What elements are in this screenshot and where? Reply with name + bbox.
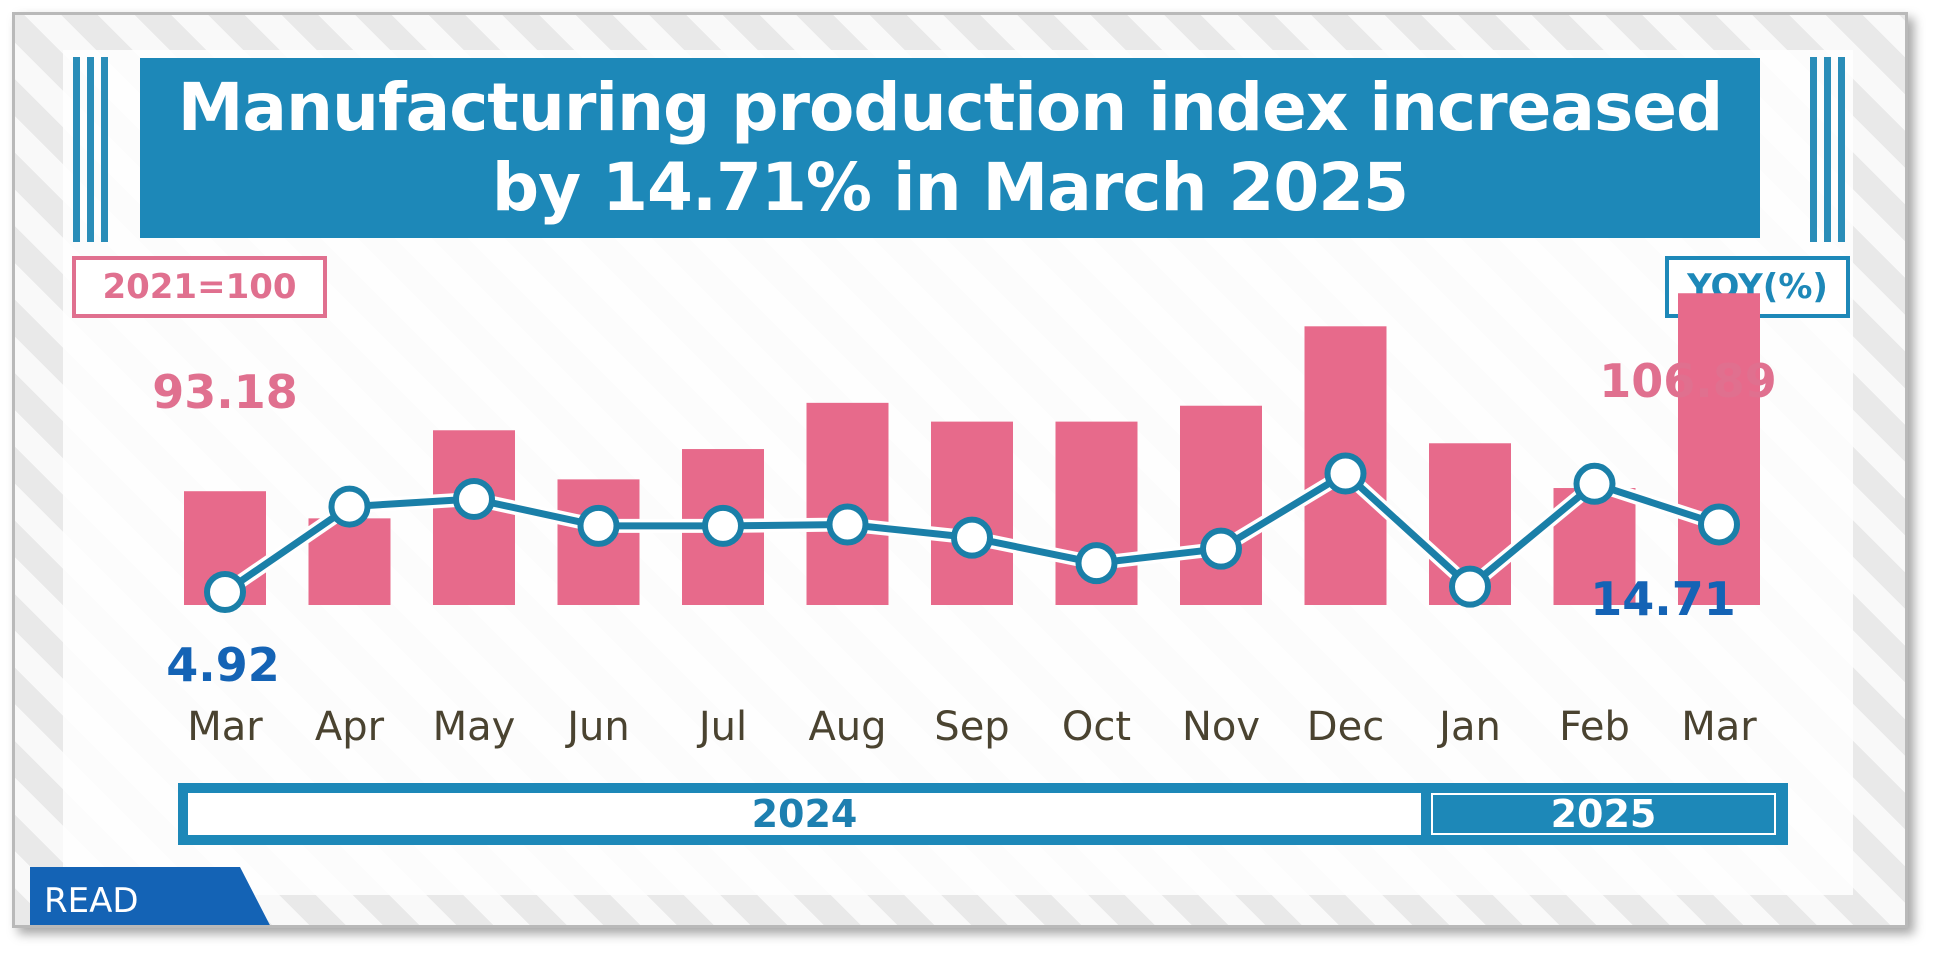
right-stripes: [1810, 57, 1850, 242]
month-label-6: Sep: [934, 704, 1009, 750]
yoy-point-10: [1449, 565, 1491, 608]
yoy-point-0: [204, 571, 246, 613]
title-band: Manufacturing production index increased…: [140, 58, 1760, 238]
yoy-point-11: [1573, 462, 1616, 505]
month-label-4: Jul: [696, 704, 747, 750]
yoy-point-6: [951, 516, 993, 559]
month-label-5: Aug: [808, 704, 886, 750]
month-label-10: Jan: [1436, 704, 1501, 750]
year-label-2024: 2024: [188, 792, 1421, 836]
yoy-point-5: [826, 503, 869, 546]
month-label-0: Mar: [187, 704, 263, 750]
chart-plot: Mar Apr May Jun Jul Aug Sep Oct Nov Dec Jan Feb Mar 9…: [152, 293, 1777, 750]
yoy-point-8: [1200, 527, 1242, 570]
yoy-point-12: [1698, 503, 1740, 546]
year-bar: 2024 2025: [178, 783, 1788, 845]
yoy-point-1: [328, 485, 371, 528]
month-label-1: Apr: [315, 704, 385, 750]
infographic-card: Manufacturing production index increased…: [12, 12, 1908, 928]
month-label-11: Feb: [1559, 704, 1630, 750]
index-base-label: 2021=100: [72, 256, 327, 318]
yoy-point-4: [702, 504, 744, 547]
month-label-3: Jun: [564, 704, 630, 750]
bar-data-label-first: 93.18: [152, 365, 298, 419]
yoy-point-2: [453, 477, 495, 520]
bar-8: [1180, 405, 1262, 605]
bar-data-label-last: 106.89: [1599, 354, 1777, 408]
bar-12: [1678, 293, 1760, 605]
month-label-7: Oct: [1062, 704, 1131, 750]
month-label-2: May: [433, 704, 516, 750]
month-label-9: Dec: [1307, 704, 1384, 750]
month-label-12: Mar: [1681, 704, 1757, 750]
yoy-data-label-first: 4.92: [166, 638, 280, 692]
left-stripes: [73, 57, 113, 242]
month-label-8: Nov: [1182, 704, 1260, 750]
yoy-point-9: [1324, 452, 1367, 495]
chart-title: Manufacturing production index increased…: [177, 69, 1723, 226]
year-label-2025: 2025: [1431, 792, 1776, 836]
yoy-data-label-last: 14.71: [1590, 572, 1736, 626]
read-tag[interactable]: READ: [30, 867, 275, 925]
bar-6: [931, 421, 1013, 605]
yoy-point-7: [1075, 542, 1118, 585]
yoy-point-3: [577, 504, 620, 547]
